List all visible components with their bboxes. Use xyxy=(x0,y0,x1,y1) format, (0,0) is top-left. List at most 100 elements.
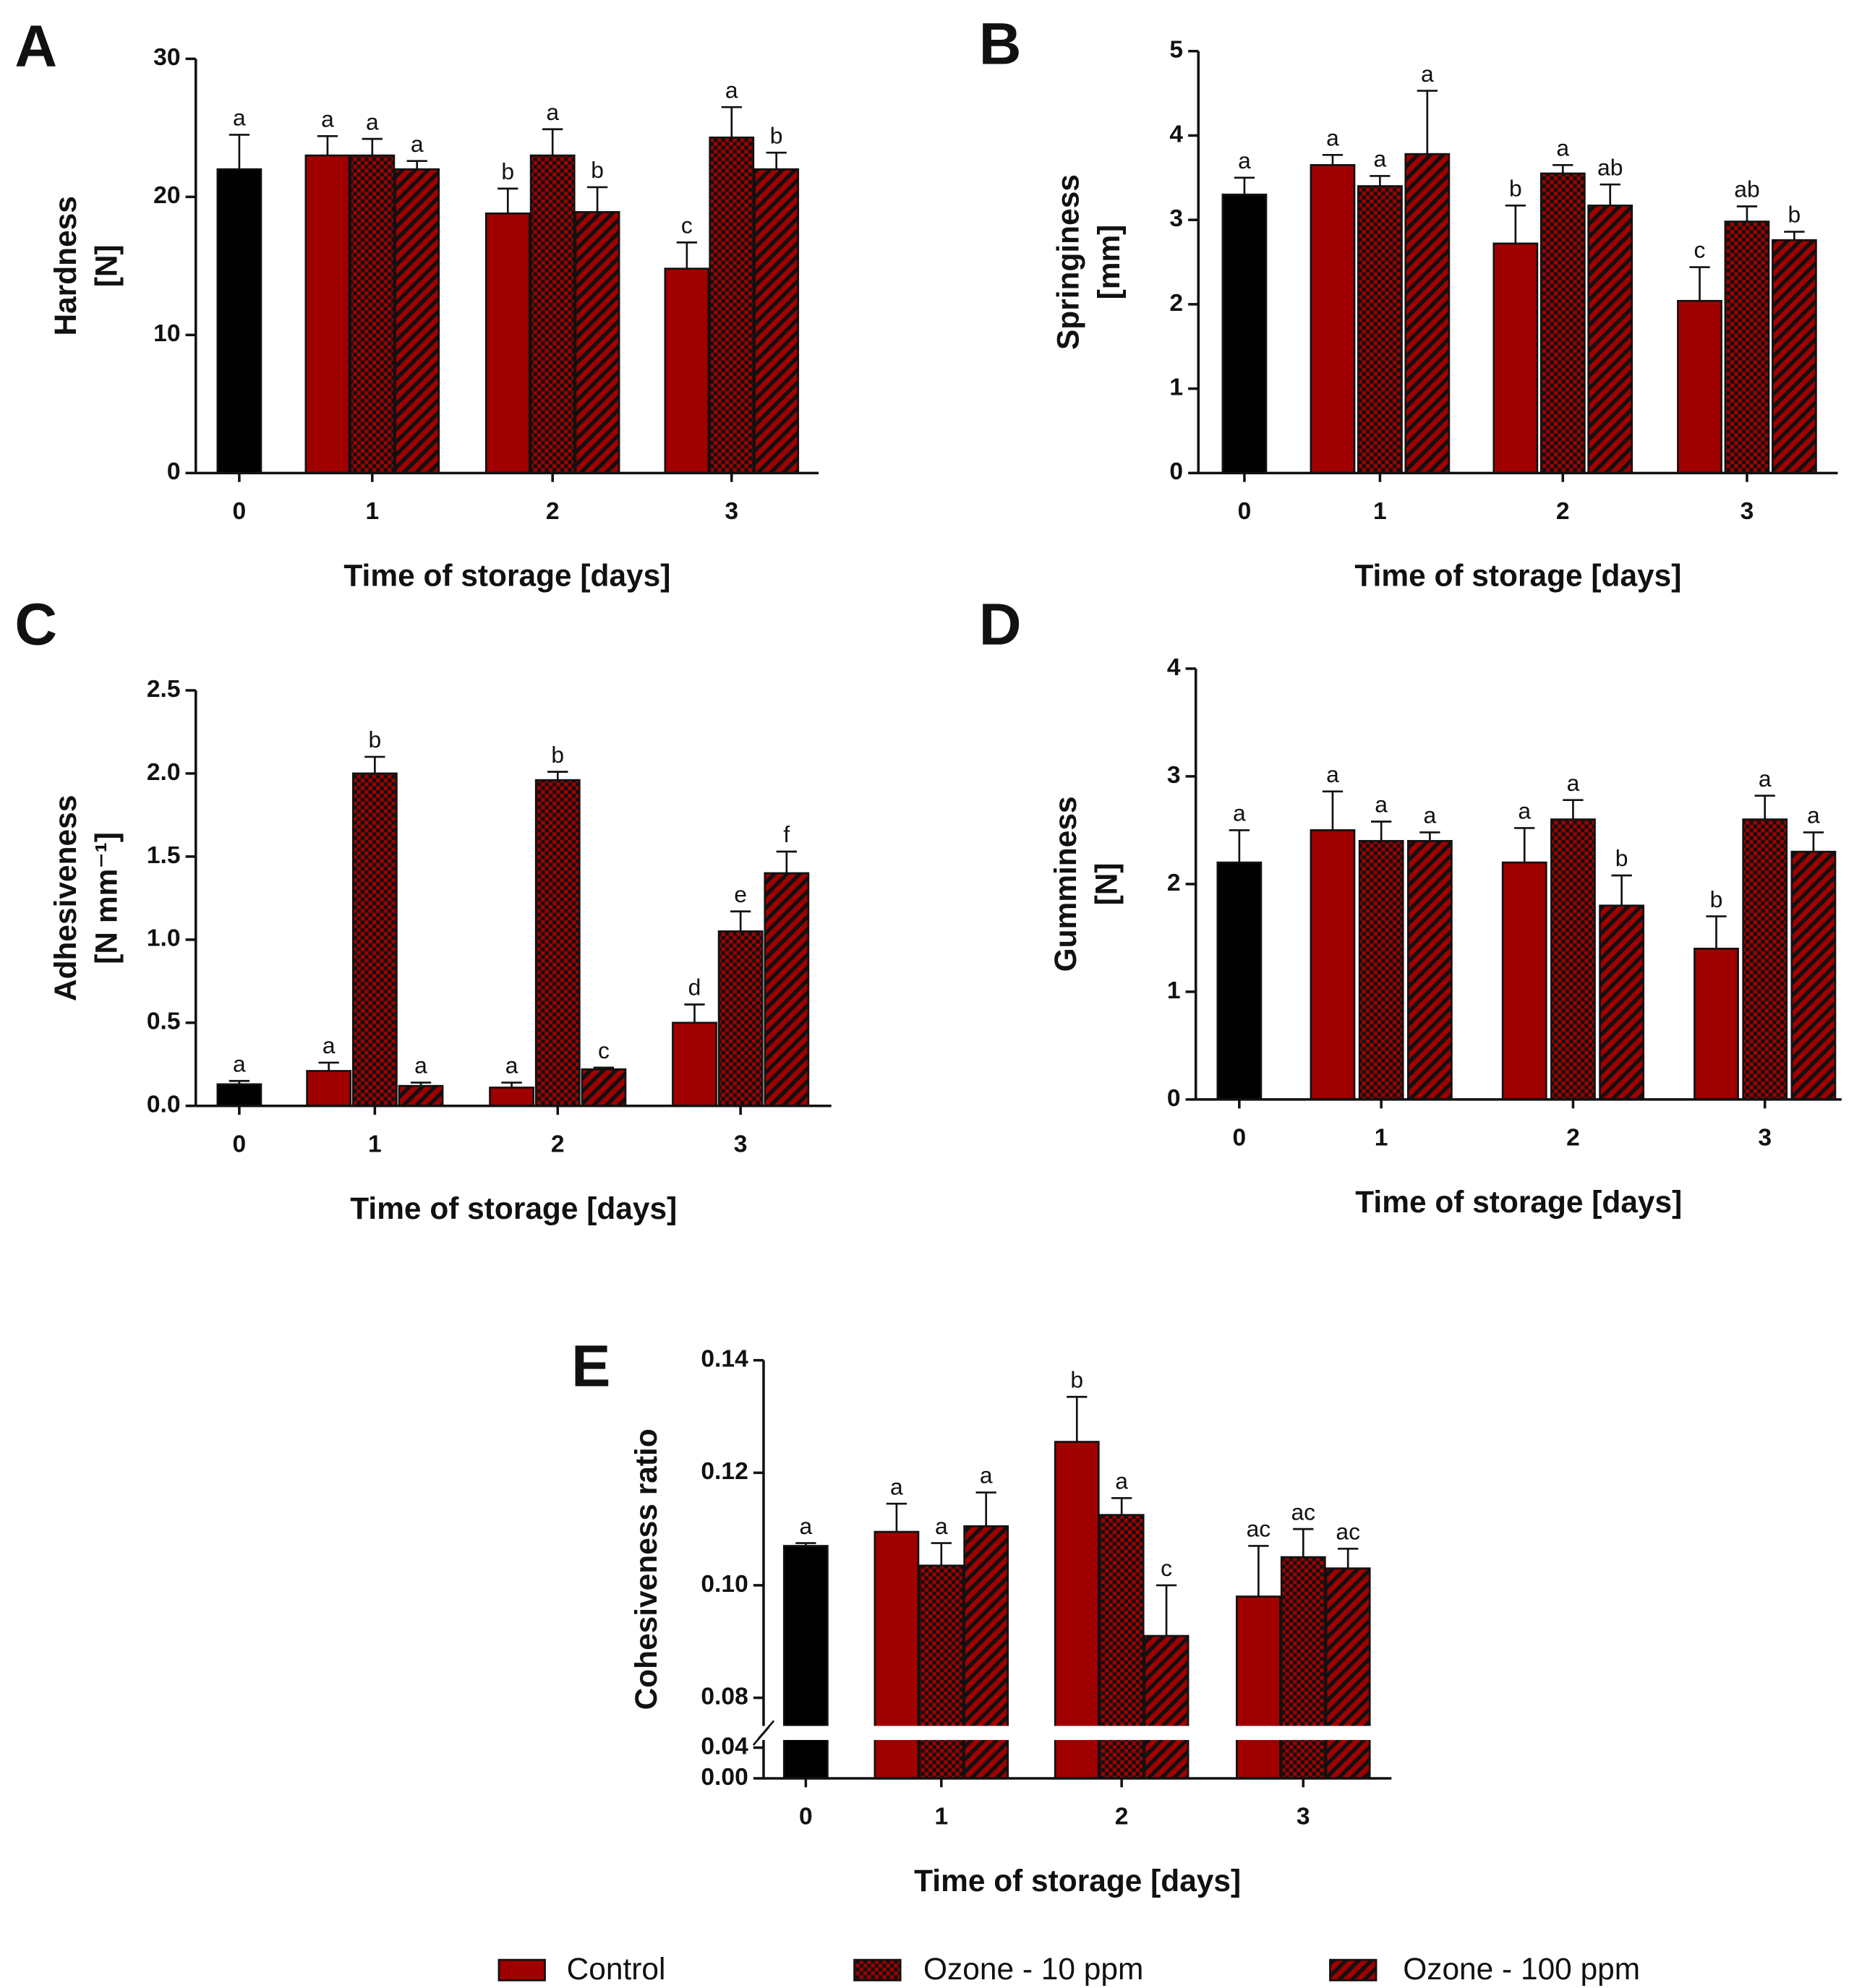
y-tick-label: 0.10 xyxy=(701,1571,748,1598)
bar xyxy=(1587,205,1633,474)
bar xyxy=(489,1087,534,1107)
x-axis-label: Time of storage [days] xyxy=(1355,1185,1682,1219)
y-axis-label: [mm] xyxy=(1092,225,1126,300)
bar xyxy=(394,168,440,474)
significance-letter: b xyxy=(1615,845,1628,871)
significance-letter: b xyxy=(1710,886,1723,912)
panel-letter: C xyxy=(14,592,57,658)
y-axis-label: [N mm⁻¹] xyxy=(90,832,124,964)
significance-letter: a xyxy=(935,1513,948,1539)
significance-letter: f xyxy=(783,821,790,847)
significance-letter: b xyxy=(501,158,514,184)
panel-letter: B xyxy=(979,12,1022,77)
bar xyxy=(1492,242,1539,474)
significance-letter: a xyxy=(1759,766,1772,792)
significance-letter: a xyxy=(1518,798,1531,824)
x-axis-label: Time of storage [days] xyxy=(914,1864,1241,1898)
bar xyxy=(216,1083,262,1107)
y-tick-label: 0 xyxy=(167,458,181,485)
y-tick-label: 0.12 xyxy=(701,1458,748,1485)
y-axis-label: [N] xyxy=(90,244,124,287)
significance-letter: a xyxy=(1424,802,1437,828)
bar xyxy=(1790,850,1837,1101)
x-tick-label: 1 xyxy=(1373,498,1387,525)
significance-letter: a xyxy=(890,1473,903,1499)
y-tick-label: 0.00 xyxy=(701,1764,748,1791)
y-tick-label: 5 xyxy=(1169,37,1183,64)
x-tick-label: 2 xyxy=(1566,1125,1580,1152)
bar xyxy=(1694,947,1739,1101)
bar xyxy=(534,779,581,1107)
bar xyxy=(304,154,351,474)
y-axis-label: Springiness xyxy=(1051,174,1085,350)
significance-letter: a xyxy=(799,1513,812,1539)
bar xyxy=(1771,239,1817,474)
significance-letter: a xyxy=(1374,146,1387,172)
significance-letter: a xyxy=(1375,792,1388,818)
significance-letter: c xyxy=(1694,237,1706,263)
x-tick-label: 1 xyxy=(368,1131,382,1157)
bar xyxy=(1325,1567,1371,1780)
bar xyxy=(349,154,396,474)
bar xyxy=(717,930,764,1107)
x-tick-label: 3 xyxy=(1758,1125,1772,1152)
significance-letter: a xyxy=(233,1050,246,1076)
significance-letter: ab xyxy=(1734,176,1759,202)
legend-swatch xyxy=(853,1958,902,1981)
x-tick-label: 3 xyxy=(725,498,738,525)
bar xyxy=(709,136,755,474)
x-tick-label: 2 xyxy=(551,1131,565,1157)
y-axis-label: Adhesiveness xyxy=(48,795,82,1001)
y-tick-label: 2 xyxy=(1169,290,1183,317)
bar xyxy=(1599,904,1645,1101)
x-tick-label: 3 xyxy=(1297,1804,1310,1830)
significance-letter: ac xyxy=(1247,1516,1271,1542)
x-tick-label: 1 xyxy=(934,1804,948,1830)
y-tick-label: 1.5 xyxy=(147,842,181,869)
legend-label: Control xyxy=(567,1952,666,1986)
bar xyxy=(306,1070,352,1107)
significance-letter: d xyxy=(688,974,701,1001)
significance-letter: b xyxy=(770,122,783,148)
bar xyxy=(1406,839,1453,1101)
significance-letter: a xyxy=(505,1053,518,1079)
bar xyxy=(753,168,800,474)
bar xyxy=(1310,163,1356,474)
significance-letter: b xyxy=(1788,202,1801,228)
bar xyxy=(782,1545,829,1780)
legend-label: Ozone - 100 ppm xyxy=(1403,1952,1640,1986)
panel-letter: A xyxy=(14,14,57,80)
bar xyxy=(672,1021,717,1107)
y-tick-label: 1 xyxy=(1169,374,1183,400)
y-tick-label: 1.0 xyxy=(147,925,181,952)
y-tick-label: 0 xyxy=(1167,1085,1181,1112)
bar xyxy=(484,212,531,474)
legend-label: Ozone - 10 ppm xyxy=(923,1952,1143,1986)
significance-letter: a xyxy=(321,106,334,132)
significance-letter: a xyxy=(411,131,424,157)
significance-letter: a xyxy=(323,1032,336,1058)
x-tick-label: 3 xyxy=(1741,498,1754,525)
significance-letter: a xyxy=(980,1462,993,1488)
bar xyxy=(1236,1595,1281,1780)
bar xyxy=(1724,220,1770,474)
x-tick-label: 1 xyxy=(365,498,379,525)
bar xyxy=(216,168,262,474)
significance-letter: c xyxy=(598,1037,610,1063)
significance-letter: b xyxy=(1070,1366,1083,1392)
legend-swatch xyxy=(497,1958,546,1981)
significance-letter: c xyxy=(681,213,693,239)
bar xyxy=(1280,1556,1326,1780)
y-tick-label: 1 xyxy=(1167,977,1181,1004)
x-tick-label: 0 xyxy=(799,1804,813,1830)
bar xyxy=(1310,829,1356,1101)
bar xyxy=(1054,1441,1100,1780)
legend-swatch xyxy=(1329,1958,1378,1981)
bar xyxy=(1501,861,1547,1101)
y-tick-label: 0.08 xyxy=(701,1683,748,1710)
bar xyxy=(1404,153,1451,474)
significance-letter: e xyxy=(734,881,747,907)
y-tick-label: 0.04 xyxy=(701,1733,748,1760)
y-tick-label: 2.0 xyxy=(147,759,181,786)
